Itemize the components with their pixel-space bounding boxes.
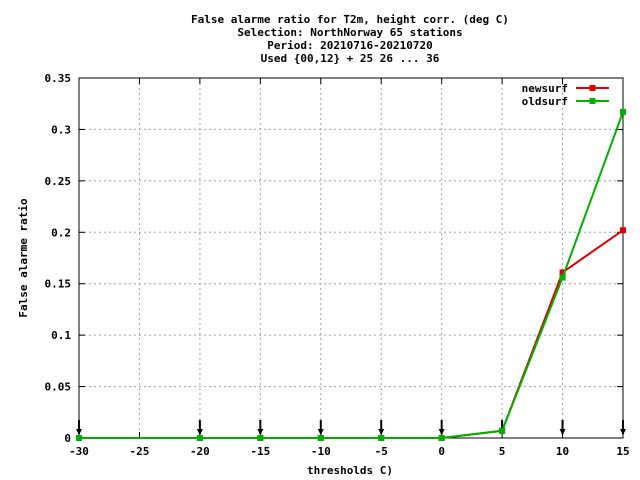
x-tick-label: 10 (556, 445, 569, 458)
x-tick-labels: -30 -25 -20 -15 -10 -5 0 5 10 15 (69, 445, 630, 458)
x-tick-label: -20 (190, 445, 210, 458)
plot-frame (78, 77, 624, 439)
data-point (378, 435, 385, 441)
threshold-marker-arrow (317, 429, 324, 435)
data-point (76, 435, 82, 441)
data-point (620, 108, 626, 115)
y-tick-label: 0.05 (45, 381, 72, 394)
x-axis-label: thresholds C) (307, 464, 393, 477)
series-newsurf (76, 227, 626, 441)
x-tick-label: -15 (250, 445, 270, 458)
data-point (317, 435, 324, 441)
axis-ticks (78, 77, 624, 439)
y-tick-label: 0 (64, 432, 71, 445)
title-line-1: False alarme ratio for T2m, height corr.… (191, 13, 509, 26)
threshold-marker-arrow (76, 429, 82, 435)
data-point (559, 269, 566, 276)
y-tick-labels: 0 0.05 0.1 0.15 0.2 0.25 0.3 0.35 (45, 72, 72, 445)
x-tick-label: -10 (311, 445, 331, 458)
grid (78, 77, 624, 439)
title-line-4: Used {00,12} + 25 26 ... 36 (261, 52, 440, 65)
x-tick-label: -30 (69, 445, 89, 458)
threshold-marker-arrow (378, 429, 385, 435)
y-tick-label: 0.2 (51, 226, 71, 239)
title-line-2: Selection: NorthNorway 65 stations (237, 26, 462, 39)
data-point (196, 435, 203, 441)
x-tick-label: 5 (499, 445, 506, 458)
y-tick-label: 0.15 (45, 278, 72, 291)
data-point (559, 274, 566, 281)
x-tick-label: 0 (438, 445, 445, 458)
y-tick-label: 0.25 (45, 175, 72, 188)
threshold-markers (76, 420, 626, 435)
series-oldsurf (76, 108, 626, 441)
legend-marker (589, 85, 596, 91)
y-axis-label: False alarme ratio (17, 198, 30, 318)
threshold-marker-arrow (559, 429, 566, 435)
y-tick-label: 0.3 (51, 123, 71, 136)
threshold-marker-arrow (620, 429, 626, 435)
threshold-marker-arrow (438, 429, 445, 435)
series (76, 108, 626, 441)
title-line-3: Period: 20210716-20210720 (267, 39, 433, 52)
series-line (79, 111, 624, 439)
threshold-marker-arrow (196, 429, 203, 435)
legend-label: oldsurf (522, 95, 568, 108)
data-point (620, 227, 626, 234)
y-tick-label: 0.35 (45, 72, 72, 85)
data-point (438, 435, 445, 441)
x-tick-label: 15 (616, 445, 629, 458)
data-point (499, 427, 506, 434)
legend-marker (589, 98, 596, 104)
threshold-marker-arrow (257, 429, 264, 435)
data-point (257, 435, 264, 441)
y-tick-label: 0.1 (51, 329, 71, 342)
x-tick-label: -5 (375, 445, 388, 458)
legend-label: newsurf (522, 82, 568, 95)
chart-title: False alarme ratio for T2m, height corr.… (191, 13, 509, 65)
x-tick-label: -25 (130, 445, 150, 458)
series-line (79, 229, 624, 439)
